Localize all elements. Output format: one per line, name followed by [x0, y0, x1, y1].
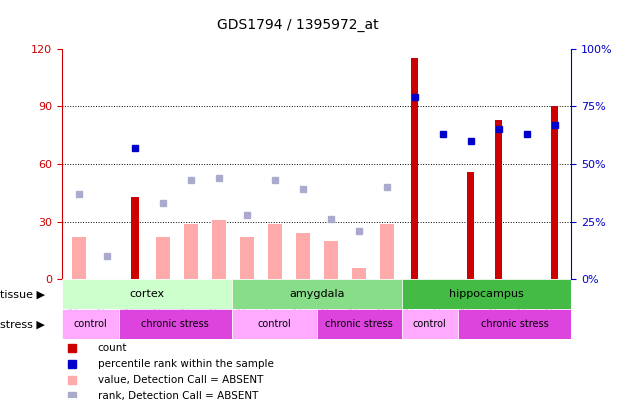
Text: chronic stress: chronic stress: [481, 319, 548, 329]
Text: amygdala: amygdala: [289, 289, 345, 299]
Bar: [62, 309, 119, 339]
Text: control: control: [413, 319, 446, 329]
Text: rank, Detection Call = ABSENT: rank, Detection Call = ABSENT: [97, 391, 258, 401]
Bar: [72, 237, 86, 279]
Text: percentile rank within the sample: percentile rank within the sample: [97, 359, 274, 369]
Bar: [324, 241, 338, 279]
Bar: [131, 196, 138, 279]
Bar: [402, 279, 571, 309]
Bar: [551, 106, 558, 279]
Bar: [156, 237, 170, 279]
Text: cortex: cortex: [129, 289, 165, 299]
Bar: [458, 309, 571, 339]
Text: GDS1794 / 1395972_at: GDS1794 / 1395972_at: [217, 18, 379, 32]
Text: count: count: [97, 343, 127, 353]
Bar: [296, 233, 310, 279]
Text: stress ▶: stress ▶: [0, 319, 45, 329]
Text: chronic stress: chronic stress: [325, 319, 393, 329]
Bar: [268, 224, 282, 279]
Bar: [232, 309, 317, 339]
Bar: [62, 279, 232, 309]
Bar: [402, 309, 458, 339]
Bar: [212, 220, 226, 279]
Text: control: control: [73, 319, 107, 329]
Text: hippocampus: hippocampus: [449, 289, 524, 299]
Bar: [495, 120, 502, 279]
Bar: [184, 224, 198, 279]
Text: tissue ▶: tissue ▶: [0, 289, 45, 299]
Bar: [379, 224, 394, 279]
Bar: [232, 279, 402, 309]
Bar: [467, 172, 474, 279]
Bar: [119, 309, 232, 339]
Text: control: control: [257, 319, 291, 329]
Bar: [240, 237, 254, 279]
Text: chronic stress: chronic stress: [142, 319, 209, 329]
Bar: [410, 58, 419, 279]
Text: value, Detection Call = ABSENT: value, Detection Call = ABSENT: [97, 375, 263, 385]
Bar: [351, 268, 366, 279]
Bar: [317, 309, 402, 339]
